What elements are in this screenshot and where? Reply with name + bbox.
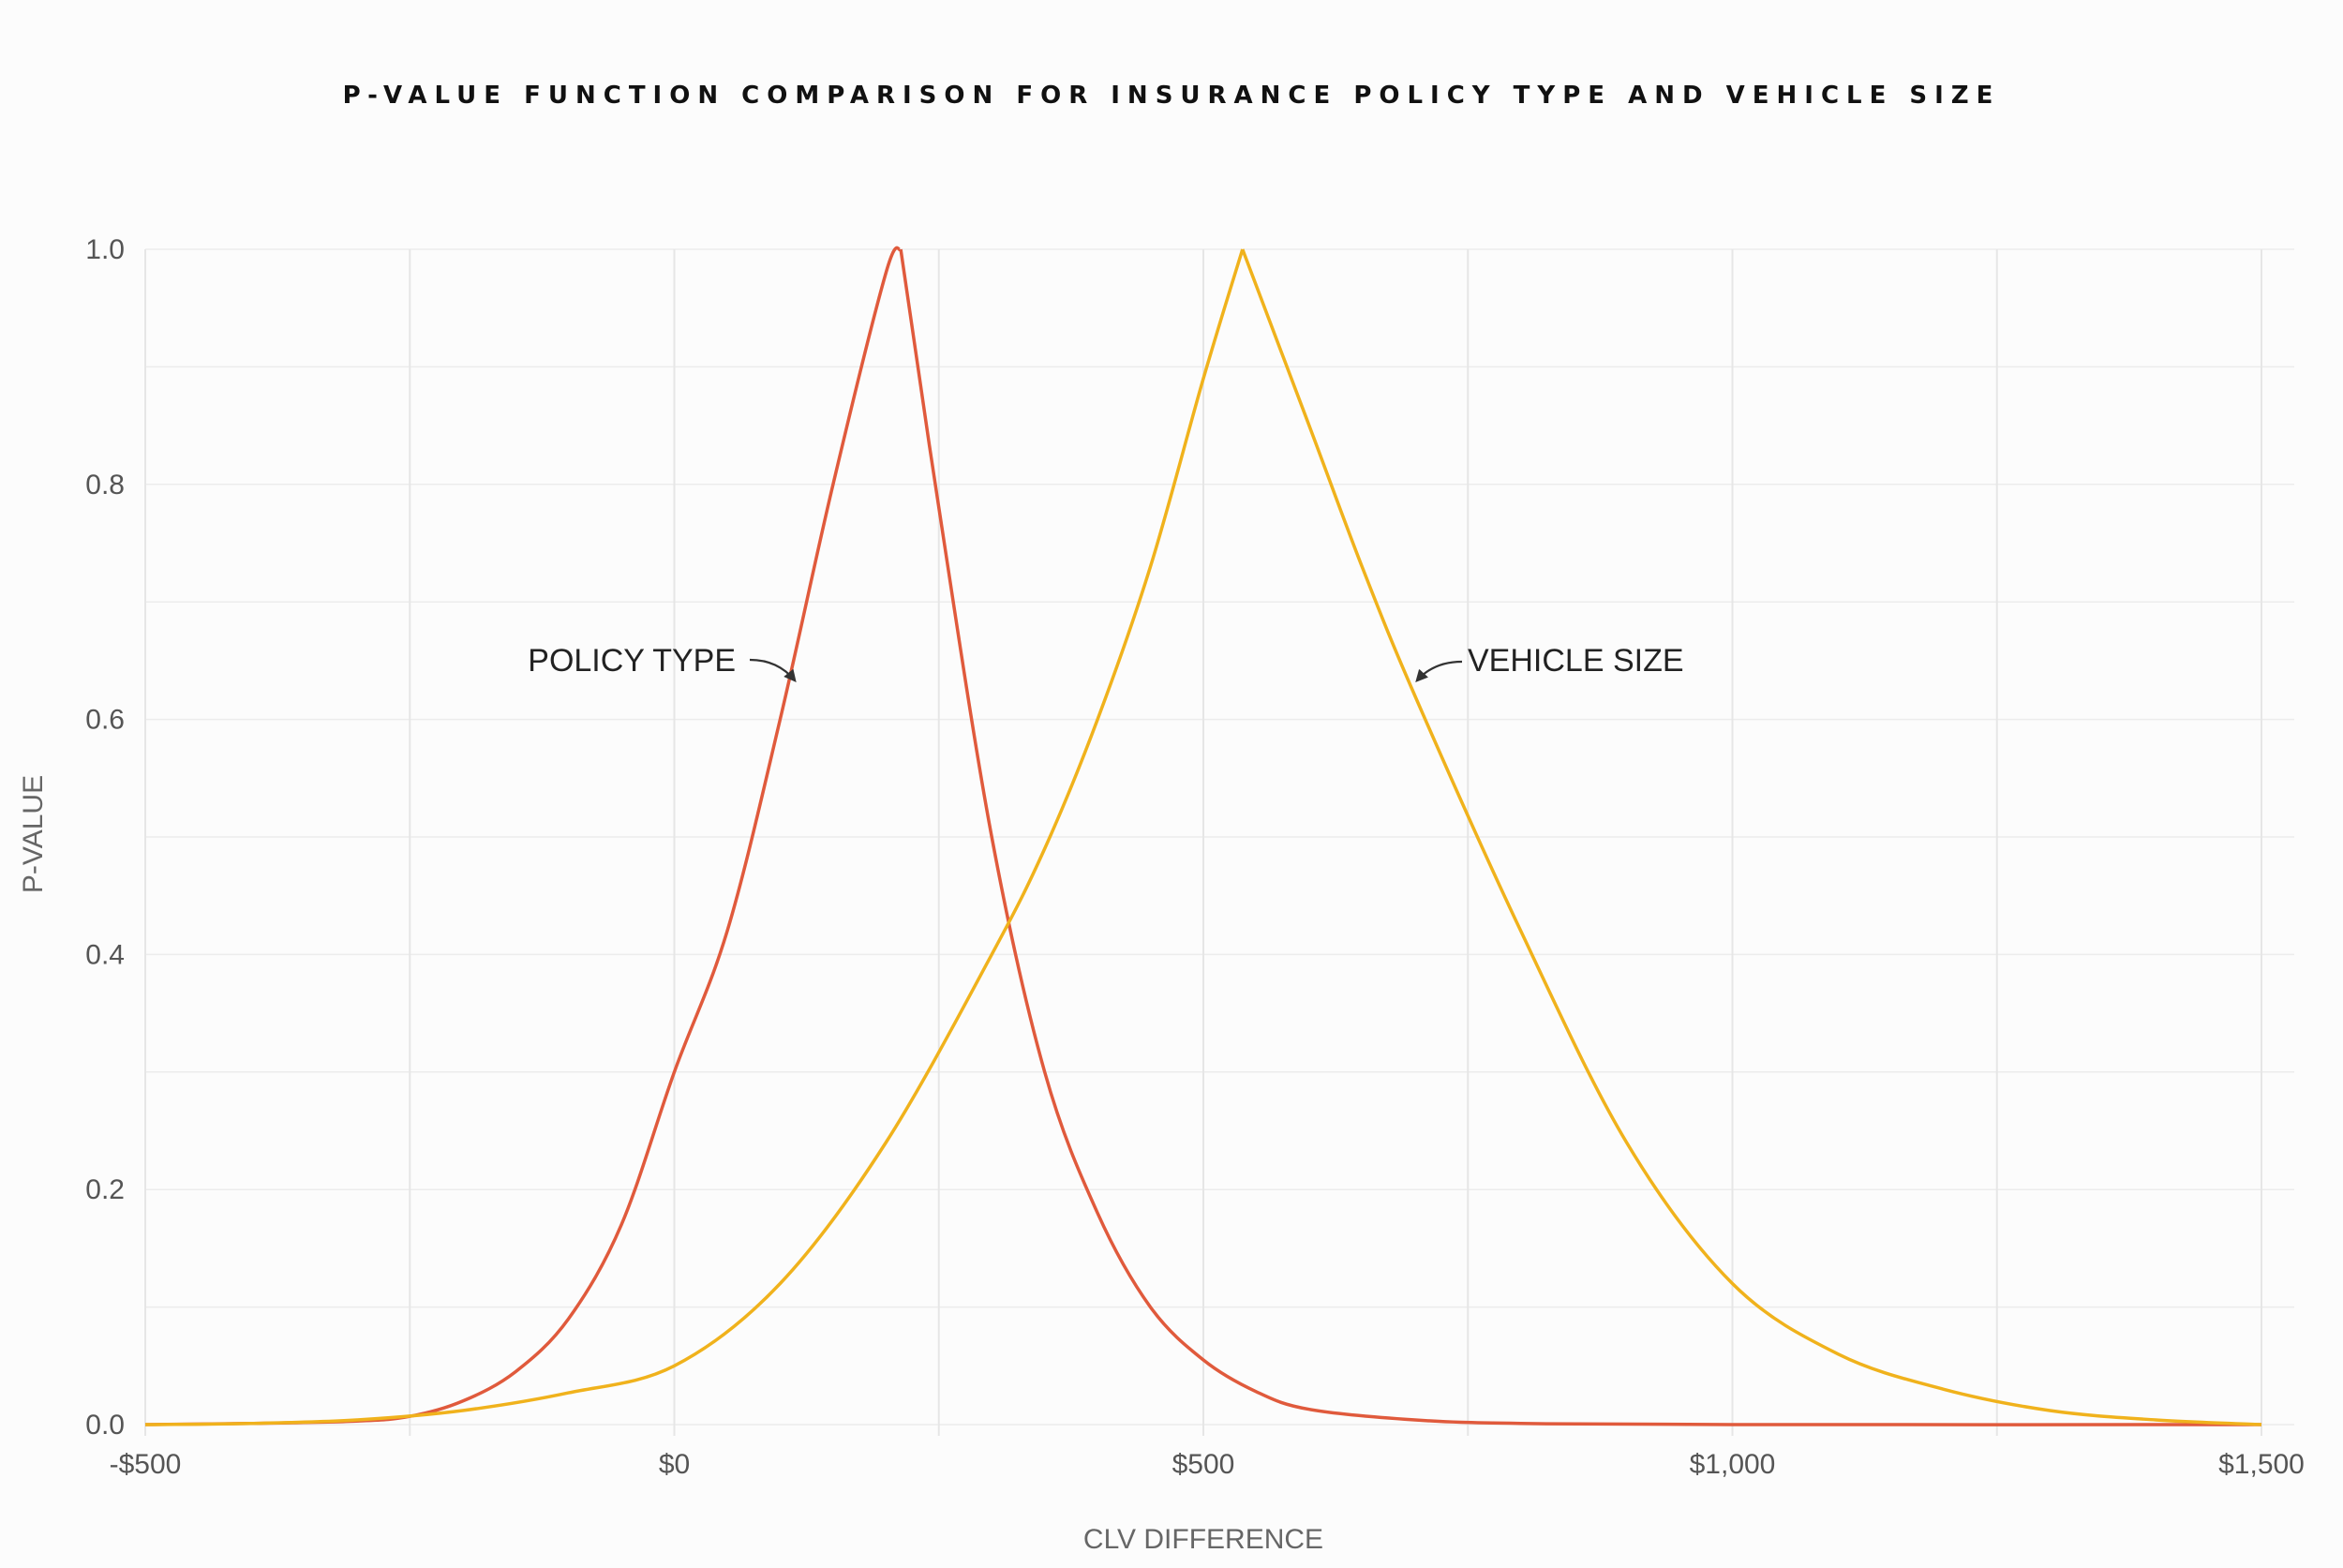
series-lines bbox=[144, 246, 2262, 1426]
annotation-arrow-vehicle-size bbox=[1415, 660, 1463, 682]
y-axis-label: P-VALUE bbox=[18, 775, 49, 893]
y-tick-label: 0.8 bbox=[85, 470, 125, 500]
annotation-policy-type: POLICY TYPE bbox=[528, 643, 736, 679]
grid bbox=[144, 248, 2294, 1436]
tick-labels: 0.0 0.2 0.4 0.6 0.8 1.0 -$500 $0 $500 $1,000 $1,50… bbox=[85, 234, 2305, 1480]
annotation-arrow-policy-type bbox=[749, 658, 797, 683]
chart-title: P-VALUE FUNCTION COMPARISON FOR INSURANC… bbox=[343, 82, 2001, 110]
y-tick-label: 0.0 bbox=[85, 1410, 125, 1441]
x-tick-label: $500 bbox=[1172, 1449, 1235, 1480]
y-tick-label: 0.2 bbox=[85, 1174, 125, 1205]
x-tick-label: -$500 bbox=[110, 1449, 182, 1480]
y-tick-label: 1.0 bbox=[85, 234, 125, 265]
series-line-vehicle-size bbox=[144, 248, 2262, 1426]
annotations: POLICY TYPE VEHICLE SIZE bbox=[528, 643, 1684, 683]
x-axis-label: CLV DIFFERENCE bbox=[1083, 1524, 1323, 1555]
x-tick-label: $1,000 bbox=[1690, 1449, 1776, 1480]
x-tick-label: $1,500 bbox=[2218, 1449, 2305, 1480]
x-tick-label: $0 bbox=[659, 1449, 690, 1480]
y-tick-label: 0.6 bbox=[85, 705, 125, 736]
y-tick-label: 0.4 bbox=[85, 939, 125, 970]
annotation-vehicle-size: VEHICLE SIZE bbox=[1468, 643, 1684, 679]
